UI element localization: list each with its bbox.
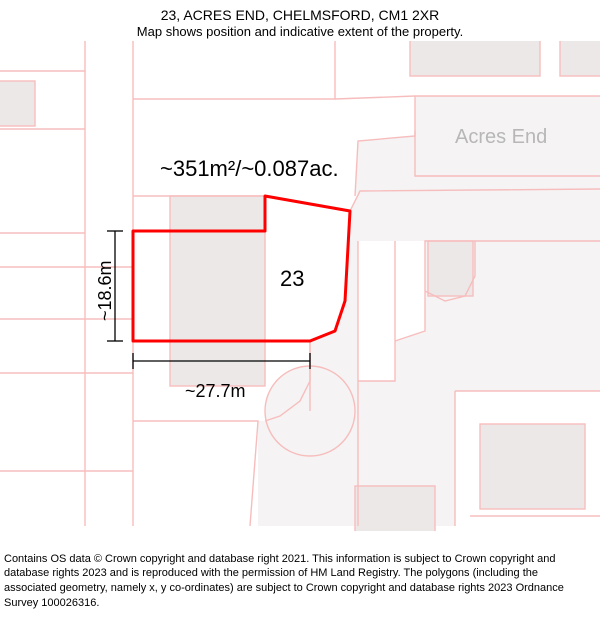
plot-number-label: 23: [280, 266, 304, 292]
map-container: ~351m²/~0.087ac. Acres End 23 ~27.7m ~18…: [0, 41, 600, 531]
page-title: 23, ACRES END, CHELMSFORD, CM1 2XR: [0, 6, 600, 24]
dimension-width-label: ~27.7m: [185, 381, 246, 402]
copyright-footer: Contains OS data © Crown copyright and d…: [0, 544, 600, 625]
page-subtitle: Map shows position and indicative extent…: [0, 24, 600, 41]
header: 23, ACRES END, CHELMSFORD, CM1 2XR Map s…: [0, 0, 600, 41]
street-name-label: Acres End: [455, 126, 547, 149]
area-label: ~351m²/~0.087ac.: [160, 156, 339, 182]
dimension-height-label: ~18.6m: [95, 261, 116, 322]
